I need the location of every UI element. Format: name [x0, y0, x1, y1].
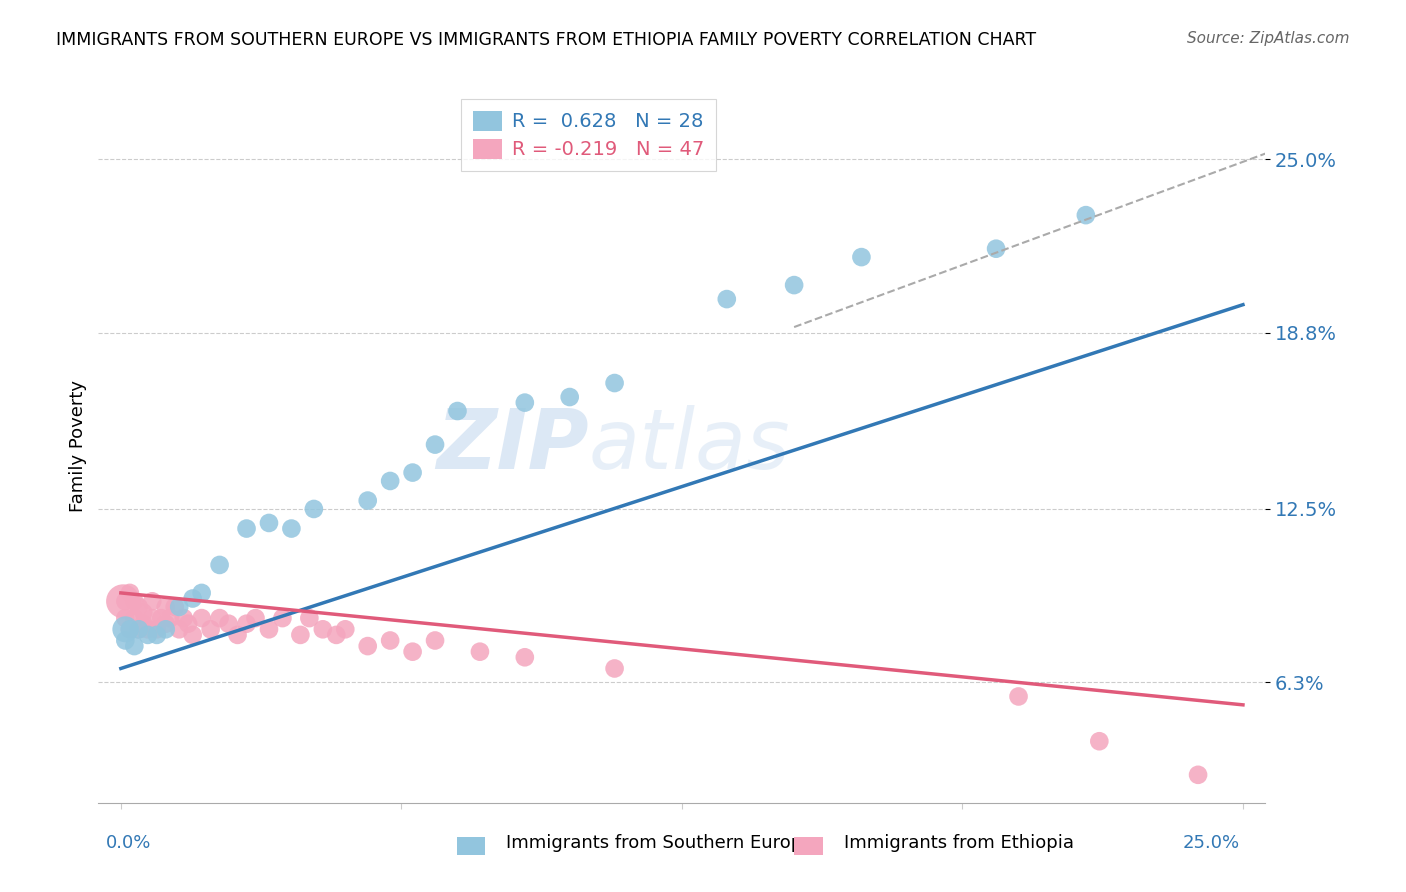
Y-axis label: Family Poverty: Family Poverty — [69, 380, 87, 512]
Point — [124, 639, 146, 653]
Point — [312, 622, 335, 636]
Text: Source: ZipAtlas.com: Source: ZipAtlas.com — [1187, 31, 1350, 46]
Point — [163, 599, 186, 614]
Point — [513, 395, 536, 409]
Point — [257, 622, 280, 636]
Point — [118, 586, 141, 600]
Point — [226, 628, 249, 642]
Point — [1088, 734, 1111, 748]
Point — [167, 622, 190, 636]
Point — [208, 611, 231, 625]
Point — [1074, 208, 1097, 222]
Point — [716, 292, 738, 306]
Point — [271, 611, 294, 625]
Point — [118, 622, 141, 636]
Point — [257, 516, 280, 530]
Point — [159, 611, 181, 625]
Point — [378, 474, 402, 488]
Point — [114, 611, 136, 625]
Point — [114, 622, 136, 636]
Point — [155, 599, 177, 614]
Point — [124, 611, 146, 625]
Point — [141, 594, 163, 608]
Point — [146, 628, 169, 642]
Point — [136, 622, 159, 636]
Point — [146, 622, 169, 636]
Point — [124, 594, 146, 608]
Point — [190, 611, 212, 625]
Point — [1187, 768, 1209, 782]
Text: 0.0%: 0.0% — [105, 834, 150, 852]
Point — [357, 639, 380, 653]
Point — [851, 250, 873, 264]
Text: ZIP: ZIP — [436, 406, 589, 486]
Point — [208, 558, 231, 572]
Point — [302, 502, 325, 516]
Point — [290, 628, 312, 642]
Point — [136, 628, 159, 642]
Text: 25.0%: 25.0% — [1182, 834, 1240, 852]
Point — [114, 633, 136, 648]
Point — [325, 628, 347, 642]
Point — [155, 616, 177, 631]
Point — [128, 622, 150, 636]
Point — [235, 616, 257, 631]
Point — [141, 611, 163, 625]
Point — [118, 622, 141, 636]
Point — [984, 242, 1007, 256]
Point — [177, 616, 200, 631]
Point — [783, 278, 806, 293]
Point — [603, 661, 626, 675]
Point — [181, 591, 204, 606]
Point — [446, 404, 468, 418]
Point — [335, 622, 357, 636]
Text: IMMIGRANTS FROM SOUTHERN EUROPE VS IMMIGRANTS FROM ETHIOPIA FAMILY POVERTY CORRE: IMMIGRANTS FROM SOUTHERN EUROPE VS IMMIG… — [56, 31, 1036, 49]
Point — [235, 522, 257, 536]
Point — [280, 522, 302, 536]
Text: atlas: atlas — [589, 406, 790, 486]
Point — [114, 594, 136, 608]
Text: Immigrants from Southern Europe: Immigrants from Southern Europe — [506, 834, 814, 852]
Point — [200, 622, 222, 636]
Point — [401, 645, 423, 659]
Point — [298, 611, 321, 625]
Point — [378, 633, 402, 648]
Legend: R =  0.628   N = 28, R = -0.219   N = 47: R = 0.628 N = 28, R = -0.219 N = 47 — [461, 99, 716, 171]
Point — [423, 437, 446, 451]
Point — [468, 645, 491, 659]
Point — [132, 616, 155, 631]
Point — [112, 594, 135, 608]
Point — [603, 376, 626, 390]
Point — [1007, 690, 1029, 704]
Point — [218, 616, 240, 631]
Point — [357, 493, 380, 508]
Point — [155, 622, 177, 636]
Point — [401, 466, 423, 480]
Point — [423, 633, 446, 648]
Point — [558, 390, 581, 404]
Point — [132, 606, 155, 620]
Point — [181, 628, 204, 642]
Point — [128, 599, 150, 614]
Point — [513, 650, 536, 665]
Point — [167, 599, 190, 614]
Point — [173, 611, 195, 625]
Point — [245, 611, 267, 625]
Point — [150, 611, 173, 625]
Text: Immigrants from Ethiopia: Immigrants from Ethiopia — [844, 834, 1074, 852]
Point — [190, 586, 212, 600]
Point — [128, 622, 150, 636]
